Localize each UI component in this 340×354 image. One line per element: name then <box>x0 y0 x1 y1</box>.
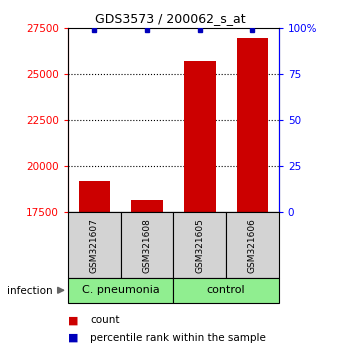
Text: ■: ■ <box>68 333 79 343</box>
Bar <box>173 278 279 303</box>
Text: GDS3573 / 200062_s_at: GDS3573 / 200062_s_at <box>95 12 245 25</box>
Text: infection: infection <box>7 286 52 296</box>
Bar <box>131 200 163 212</box>
Bar <box>173 212 226 278</box>
Bar <box>184 62 216 212</box>
Bar <box>79 181 110 212</box>
Text: GSM321607: GSM321607 <box>90 218 99 273</box>
Bar <box>226 212 279 278</box>
Text: GSM321606: GSM321606 <box>248 218 257 273</box>
Text: control: control <box>207 285 245 295</box>
Text: GSM321608: GSM321608 <box>142 218 152 273</box>
Bar <box>68 212 121 278</box>
Text: C. pneumonia: C. pneumonia <box>82 285 159 295</box>
Bar <box>237 38 268 212</box>
Text: percentile rank within the sample: percentile rank within the sample <box>90 333 266 343</box>
Text: GSM321605: GSM321605 <box>195 218 204 273</box>
Bar <box>121 212 173 278</box>
Text: count: count <box>90 315 120 325</box>
Text: ■: ■ <box>68 315 79 325</box>
Bar <box>68 278 173 303</box>
